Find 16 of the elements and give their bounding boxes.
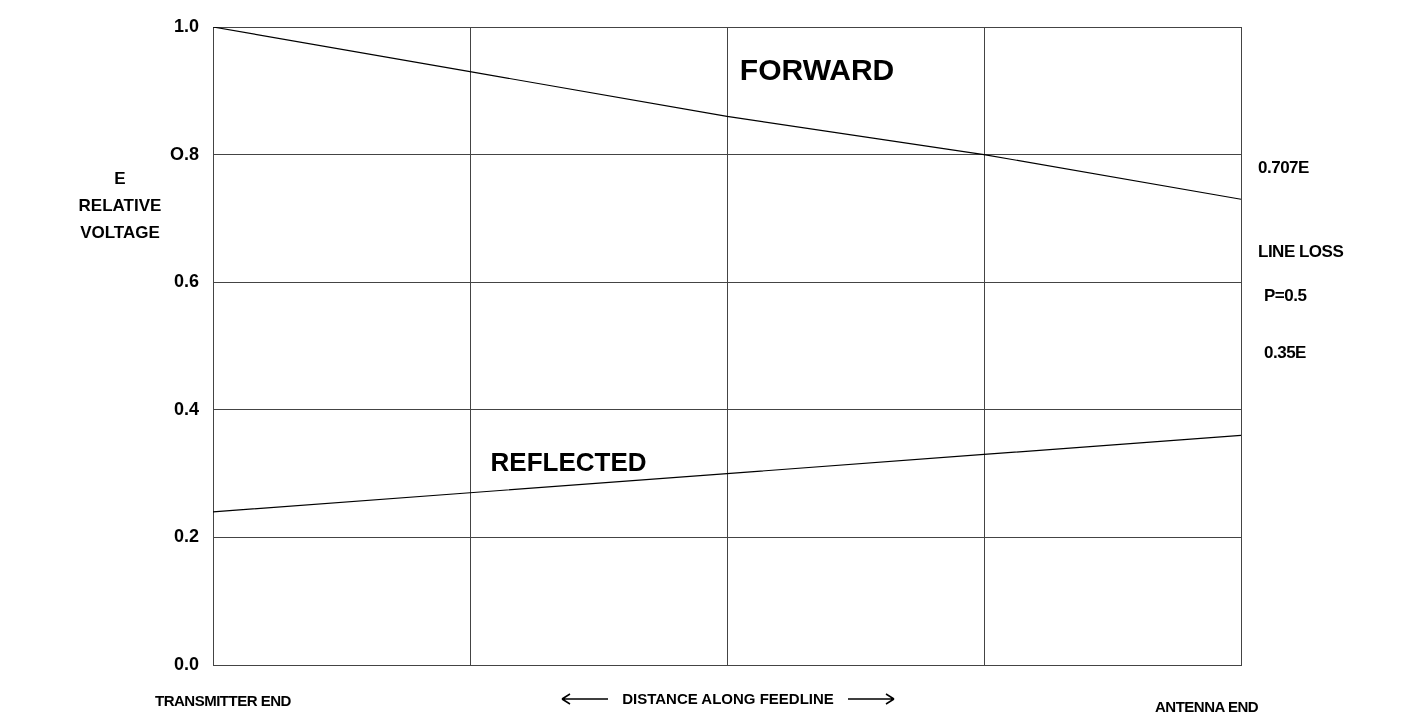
y-tick-label: 0.2 — [173, 526, 199, 547]
y-tick-label: 0.4 — [173, 398, 199, 419]
y-tick-label: 0.6 — [173, 271, 199, 292]
y-axis-title: E RELATIVE VOLTAGE — [77, 168, 163, 244]
series-label: REFLECTED — [490, 447, 647, 478]
text: LINE LOSS — [1258, 242, 1344, 262]
text: TRANSMITTER END — [155, 692, 291, 709]
text: ANTENNA END — [1155, 698, 1259, 715]
text: P=0.5 — [1264, 286, 1307, 306]
y-tick-label: O.8 — [169, 143, 199, 164]
y-tick-label: 0.0 — [173, 653, 199, 674]
text: 0.707E — [1258, 158, 1309, 178]
series-label: FORWARD — [739, 52, 895, 86]
text: 0.35E — [1264, 343, 1306, 363]
y-tick-label: 1.0 — [173, 15, 199, 36]
x-axis-title: DISTANCE ALONG FEEDLINE — [622, 690, 834, 707]
